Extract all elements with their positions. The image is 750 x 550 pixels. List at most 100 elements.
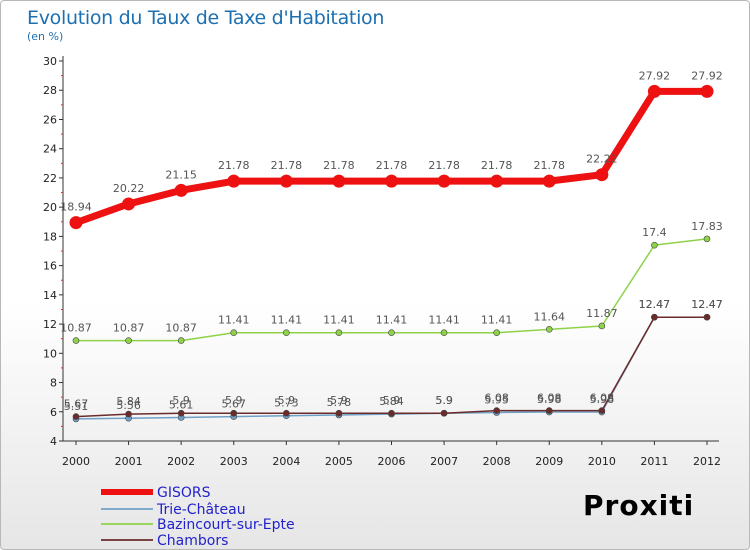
data-label-trie-ch-teau: 5.84 xyxy=(379,395,404,408)
y-tick-label: 8 xyxy=(50,377,57,390)
data-point-chambors xyxy=(283,409,290,417)
data-label-trie-ch-teau: 5.98 xyxy=(537,393,562,406)
data-label-chambors: 5.9 xyxy=(435,394,453,407)
legend-label-trie-ch-teau: Trie-Château xyxy=(156,502,246,518)
data-point-gisors xyxy=(279,174,293,188)
data-label-trie-ch-teau: 5.61 xyxy=(169,398,194,411)
x-tick-label: 2004 xyxy=(272,455,300,468)
data-point-gisors xyxy=(69,216,83,230)
x-tick-label: 2010 xyxy=(588,455,616,468)
y-tick-label: 14 xyxy=(43,289,57,302)
data-point-bazincourt-sur-epte xyxy=(125,337,132,344)
data-label-bazincourt-sur-epte: 11.87 xyxy=(586,307,618,320)
data-label-gisors: 21.78 xyxy=(428,159,460,172)
data-label-bazincourt-sur-epte: 11.64 xyxy=(534,310,566,323)
data-point-gisors xyxy=(332,174,346,188)
data-point-chambors xyxy=(651,313,658,321)
data-point-chambors xyxy=(493,407,500,414)
data-label-bazincourt-sur-epte: 11.41 xyxy=(323,314,355,327)
data-label-gisors: 21.78 xyxy=(323,159,355,172)
data-label-chambors: 12.47 xyxy=(691,298,723,311)
x-tick-label: 2012 xyxy=(693,455,721,468)
legend-label-bazincourt-sur-epte: Bazincourt-sur-Epte xyxy=(157,517,295,533)
data-point-gisors xyxy=(595,168,609,182)
x-tick-label: 2005 xyxy=(325,455,353,468)
data-label-chambors: 5.9 xyxy=(278,394,296,407)
data-point-bazincourt-sur-epte xyxy=(177,337,185,344)
data-point-bazincourt-sur-epte xyxy=(335,329,343,337)
data-label-gisors: 27.92 xyxy=(639,69,671,82)
x-tick-label: 2011 xyxy=(640,455,668,468)
x-tick-label: 2008 xyxy=(483,455,511,468)
y-tick-label: 6 xyxy=(50,406,57,419)
data-label-bazincourt-sur-epte: 10.87 xyxy=(60,322,92,335)
logo-text: Proxiti xyxy=(583,489,695,522)
x-tick-label: 2002 xyxy=(167,455,195,468)
data-label-bazincourt-sur-epte: 11.41 xyxy=(376,314,408,327)
data-label-gisors: 21.78 xyxy=(271,159,303,172)
data-point-bazincourt-sur-epte xyxy=(230,329,238,337)
data-point-chambors xyxy=(703,313,711,321)
data-label-gisors: 22.22 xyxy=(586,153,618,166)
data-point-gisors xyxy=(647,84,661,98)
x-tick-label: 2003 xyxy=(220,455,248,468)
data-point-gisors xyxy=(700,84,714,98)
data-label-trie-ch-teau: 12.47 xyxy=(639,298,671,311)
data-point-chambors xyxy=(545,407,553,414)
data-label-chambors: 5.9 xyxy=(172,394,190,407)
x-tick-label: 2001 xyxy=(115,455,143,468)
data-label-trie-ch-teau: 5.67 xyxy=(222,398,247,411)
y-tick-label: 22 xyxy=(43,172,57,185)
data-point-chambors xyxy=(598,407,606,414)
data-point-bazincourt-sur-epte xyxy=(493,329,500,337)
data-point-bazincourt-sur-epte xyxy=(388,329,395,337)
data-label-bazincourt-sur-epte: 11.41 xyxy=(218,314,250,327)
data-label-bazincourt-sur-epte: 11.41 xyxy=(481,314,513,327)
data-label-gisors: 20.22 xyxy=(113,182,145,195)
data-label-gisors: 21.78 xyxy=(481,159,513,172)
legend-label-chambors: Chambors xyxy=(157,533,228,549)
data-point-gisors xyxy=(385,174,398,188)
y-tick-label: 16 xyxy=(43,260,57,273)
data-label-trie-ch-teau: 5.78 xyxy=(327,396,352,409)
data-point-bazincourt-sur-epte xyxy=(545,326,553,333)
data-label-gisors: 21.78 xyxy=(376,159,408,172)
data-label-bazincourt-sur-epte: 17.4 xyxy=(642,226,667,239)
y-tick-label: 12 xyxy=(43,318,57,331)
x-tick-label: 2009 xyxy=(535,455,563,468)
data-label-bazincourt-sur-epte: 11.41 xyxy=(271,314,303,327)
data-point-chambors xyxy=(177,409,185,417)
data-point-chambors xyxy=(230,409,238,417)
data-label-chambors: 5.84 xyxy=(116,395,141,408)
data-point-bazincourt-sur-epte xyxy=(283,329,290,337)
data-label-trie-ch-teau: 5.73 xyxy=(274,397,299,410)
data-point-gisors xyxy=(542,174,556,188)
data-point-chambors xyxy=(335,409,343,417)
y-tick-label: 24 xyxy=(43,143,57,156)
y-tick-label: 20 xyxy=(43,201,57,214)
data-label-trie-ch-teau: 5.95 xyxy=(484,394,509,407)
y-tick-label: 10 xyxy=(43,347,57,360)
data-label-gisors: 27.92 xyxy=(691,69,723,82)
data-label-trie-ch-teau: 5.56 xyxy=(116,399,141,412)
data-label-bazincourt-sur-epte: 11.41 xyxy=(428,314,460,327)
data-label-chambors: 6.08 xyxy=(590,392,615,405)
data-point-gisors xyxy=(437,174,451,188)
x-tick-label: 2000 xyxy=(62,455,90,468)
data-point-gisors xyxy=(227,174,241,188)
data-label-bazincourt-sur-epte: 10.87 xyxy=(113,322,145,335)
legend-label-gisors: GISORS xyxy=(157,485,211,501)
y-tick-label: 30 xyxy=(43,55,57,68)
data-point-gisors xyxy=(174,183,188,197)
data-point-chambors xyxy=(125,410,132,418)
y-tick-label: 4 xyxy=(50,435,57,448)
proxiti-logo: Proxiti xyxy=(583,489,694,522)
data-point-chambors xyxy=(72,413,80,420)
data-label-gisors: 18.94 xyxy=(60,201,92,214)
data-label-gisors: 21.78 xyxy=(218,159,250,172)
data-point-bazincourt-sur-epte xyxy=(703,235,711,243)
data-label-trie-ch-teau: 5.98 xyxy=(590,393,615,406)
data-label-chambors: 5.9 xyxy=(225,394,243,407)
